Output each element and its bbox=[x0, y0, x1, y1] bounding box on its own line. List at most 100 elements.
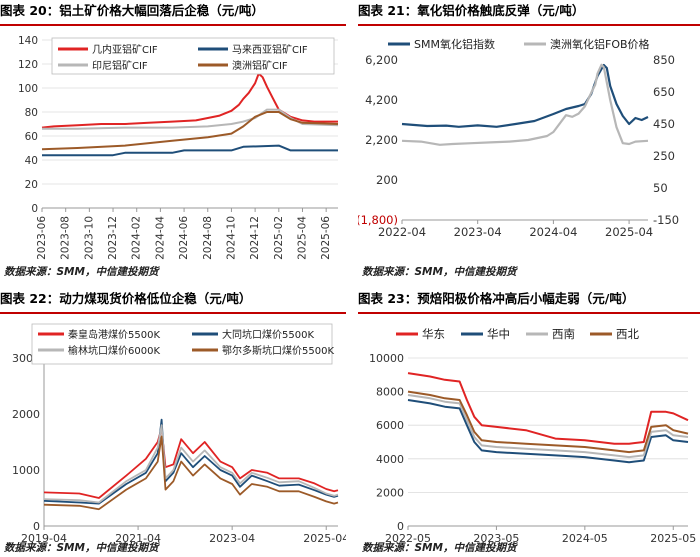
legend-label: 西北 bbox=[616, 327, 639, 341]
y-tick-label: 0 bbox=[33, 520, 40, 533]
x-tick-label: 2021-04 bbox=[115, 532, 161, 544]
x-tick-label: 2024-04 bbox=[154, 216, 166, 260]
y-tick-label: 2000 bbox=[376, 486, 404, 499]
y-tick-label: 200 bbox=[376, 173, 398, 187]
legend-label: 鄂尔多斯坑口煤价5500K bbox=[222, 344, 334, 357]
title-rule bbox=[0, 24, 346, 26]
title-rule bbox=[358, 312, 700, 314]
y-tick-label: 2,200 bbox=[365, 133, 398, 147]
y-tick-label: (1,800) bbox=[358, 213, 398, 227]
y-tick-label: 8000 bbox=[376, 386, 404, 399]
series-line bbox=[41, 111, 339, 151]
legend-label: 澳洲铝矿CIF bbox=[232, 59, 288, 72]
x-tick-label: 2023-10 bbox=[83, 216, 95, 260]
legend-label: 秦皇岛港煤价5500K bbox=[68, 328, 160, 341]
x-tick-label: 2024-06 bbox=[178, 216, 190, 260]
chart-plot: 6,200 4,200 2,200 200 (1,800) 850 650 450 250 50 -… bbox=[358, 37, 679, 239]
data-source: 数据来源：SMM，中信建投期货 bbox=[362, 542, 517, 554]
y-right-tick-label: -150 bbox=[653, 213, 679, 227]
x-tick-label: 2024-05 bbox=[562, 532, 608, 544]
x-tick-label: 2025-04 bbox=[303, 532, 346, 544]
x-tick-label: 2023-04 bbox=[209, 532, 255, 544]
series-line bbox=[407, 390, 689, 454]
y-tick-label: 6,200 bbox=[365, 53, 398, 67]
x-tick-label: 2022-05 bbox=[385, 532, 431, 544]
legend-box bbox=[51, 37, 335, 75]
legend-label: 大同坑口煤价5500K bbox=[222, 328, 314, 341]
y-right-tick-label: 650 bbox=[653, 85, 675, 99]
series-line bbox=[407, 372, 689, 445]
legend-label: 几内亚铝矿CIF bbox=[92, 43, 158, 56]
x-tick-label: 2023-04 bbox=[454, 225, 502, 239]
y-right-tick-label: 50 bbox=[653, 181, 668, 195]
chart-title: 图表 20：铝土矿价格大幅回落后企稳（元/吨） bbox=[0, 3, 264, 18]
chart-panel-21: 图表 21：氧化铝价格触底反弹（元/吨） 6,200 4,200 2,200 200 (… bbox=[358, 0, 700, 282]
y-tick-label: 4000 bbox=[376, 453, 404, 466]
legend-label: 榆林坑口煤价6000K bbox=[68, 344, 160, 357]
chart-panel-22: 图表 22：动力煤现货价格低位企稳（元/吨） 0 1000 2000 3000 2019… bbox=[0, 288, 346, 557]
series-line bbox=[42, 144, 338, 157]
x-tick-label: 2024-02 bbox=[131, 216, 143, 260]
series-line bbox=[401, 63, 649, 128]
chart-title: 图表 23：预焙阳极价格冲高后小幅走弱（元/吨） bbox=[358, 291, 635, 306]
x-tick-label: 2024-10 bbox=[225, 216, 237, 260]
x-tick-label: 2023-12 bbox=[107, 216, 119, 260]
chart-plot: 0 2000 4000 6000 8000 10000 2022-05 2023-05 2024… bbox=[369, 327, 696, 544]
y-tick-label: 100 bbox=[18, 83, 38, 95]
legend-label: 印尼铝矿CIF bbox=[92, 59, 148, 72]
series-line bbox=[43, 435, 339, 511]
y-tick-label: 6000 bbox=[376, 419, 404, 432]
chart-title: 图表 21：氧化铝价格触底反弹（元/吨） bbox=[358, 3, 585, 18]
y-tick-label: 20 bbox=[25, 179, 38, 191]
series-line bbox=[407, 394, 689, 459]
data-source: 数据来源：SMM，中信建投期货 bbox=[362, 266, 517, 278]
legend-label: SMM氧化铝指数 bbox=[414, 37, 495, 51]
x-tick-label: 2025-04 bbox=[605, 225, 653, 239]
x-tick-label: 2019-04 bbox=[21, 532, 67, 544]
y-tick-label: 10000 bbox=[369, 352, 404, 365]
x-tick-label: 2024-04 bbox=[529, 225, 577, 239]
y-tick-label: 1000 bbox=[12, 464, 40, 477]
legend-label: 澳洲氧化铝FOB价格 bbox=[550, 37, 650, 51]
y-right-tick-label: 850 bbox=[653, 53, 675, 67]
title-rule bbox=[358, 24, 700, 26]
x-tick-label: 2023-06 bbox=[36, 216, 48, 260]
x-tick-label: 2022-04 bbox=[378, 225, 426, 239]
y-tick-label: 0 bbox=[397, 520, 404, 533]
chart-panel-23: 图表 23：预焙阳极价格冲高后小幅走弱（元/吨） 0 2000 4000 6000 80… bbox=[358, 288, 700, 557]
x-tick-label: 2023-08 bbox=[60, 216, 72, 260]
y-right-tick-label: 450 bbox=[653, 117, 675, 131]
chart-panel-20: 图表 20：铝土矿价格大幅回落后企稳（元/吨） 0 20 40 60 80 100 120 1… bbox=[0, 0, 346, 282]
series-line bbox=[43, 418, 339, 505]
series-line bbox=[43, 424, 339, 504]
series-line bbox=[401, 63, 649, 146]
x-tick-label: 2023-05 bbox=[473, 532, 519, 544]
x-tick-label: 2024-08 bbox=[202, 216, 214, 260]
y-tick-label: 4,200 bbox=[365, 93, 398, 107]
x-tick-label: 2025-04 bbox=[296, 216, 308, 260]
x-tick-label: 2024-12 bbox=[249, 216, 261, 260]
y-tick-label: 2000 bbox=[12, 408, 40, 421]
series-line bbox=[42, 108, 339, 130]
y-tick-label: 80 bbox=[25, 107, 38, 119]
y-tick-label: 140 bbox=[18, 35, 38, 47]
title-rule bbox=[0, 312, 346, 314]
series-line bbox=[407, 399, 689, 464]
y-right-tick-label: 250 bbox=[653, 149, 675, 163]
legend-label: 华中 bbox=[487, 327, 510, 341]
x-tick-label: 2025-05 bbox=[650, 532, 696, 544]
y-tick-label: 60 bbox=[25, 131, 38, 143]
chart-title: 图表 22：动力煤现货价格低位企稳（元/吨） bbox=[0, 291, 252, 306]
legend-label: 西南 bbox=[552, 327, 575, 341]
y-tick-label: 40 bbox=[25, 155, 38, 167]
y-tick-label: 120 bbox=[18, 59, 38, 71]
series-line bbox=[43, 427, 339, 499]
data-source: 数据来源：SMM，中信建投期货 bbox=[4, 266, 159, 278]
legend-label: 马来西亚铝矿CIF bbox=[232, 43, 308, 56]
data-source: 数据来源：SMM，中信建投期货 bbox=[4, 542, 159, 554]
y-tick-label: 0 bbox=[31, 203, 38, 215]
x-tick-label: 2025-06 bbox=[320, 216, 332, 260]
x-tick-label: 2025-02 bbox=[273, 216, 285, 260]
legend-label: 华东 bbox=[422, 327, 445, 341]
